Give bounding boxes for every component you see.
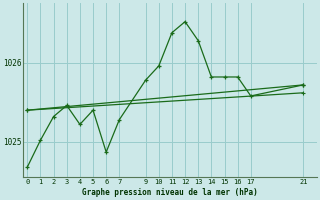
X-axis label: Graphe pression niveau de la mer (hPa): Graphe pression niveau de la mer (hPa): [82, 188, 258, 197]
